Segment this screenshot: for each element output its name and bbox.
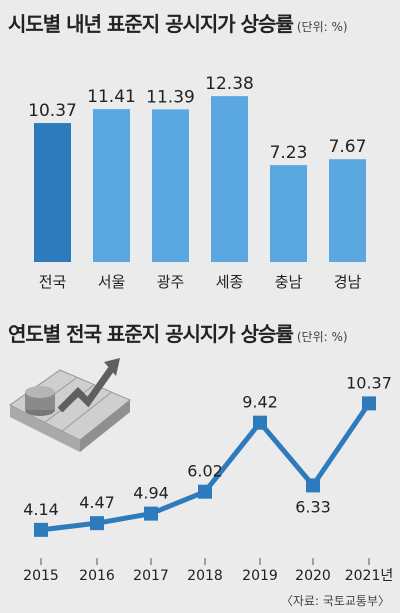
chart2-unit: (단위: %)	[296, 330, 348, 344]
point-marker	[144, 506, 158, 521]
chart1-unit: (단위: %)	[296, 20, 348, 34]
point-value-label: 4.47	[79, 493, 115, 512]
bar-충남	[270, 165, 307, 262]
bar-category-label: 세종	[216, 273, 244, 291]
chart2-title: 연도별 전국 표준지 공시지가 상승률	[8, 322, 294, 346]
growth-illustration-icon	[9, 358, 131, 452]
bar-category-label: 경남	[334, 273, 362, 291]
bar-value-label: 11.41	[87, 87, 136, 107]
bar-category-label: 충남	[275, 273, 303, 291]
point-marker	[362, 396, 376, 411]
point-value-label: 4.94	[133, 484, 169, 503]
year-label: 2021년	[345, 568, 394, 584]
bar-category-label: 서울	[98, 273, 126, 291]
source-note: 〈자료: 국토교통부〉	[280, 594, 390, 608]
bar-value-label: 7.23	[270, 143, 308, 163]
bar-전국	[34, 123, 71, 263]
chart1-title: 시도별 내년 표준지 공시지가 상승률	[8, 12, 294, 36]
year-label: 2017	[133, 568, 169, 584]
point-marker	[306, 478, 320, 493]
point-value-label: 10.37	[346, 373, 392, 392]
year-label: 2020	[295, 568, 331, 584]
year-label: 2016	[79, 568, 115, 584]
point-value-label: 6.33	[295, 497, 331, 516]
bar-chart: 10.37 전국 11.41 서울 11.39 광주 12.38 세종 7.23 충남 7.67 경남	[28, 74, 367, 291]
bar-value-label: 7.67	[329, 137, 367, 157]
point-marker	[198, 484, 212, 499]
bar-category-label: 광주	[157, 273, 185, 291]
bar-category-label: 전국	[39, 273, 67, 291]
point-marker	[90, 516, 104, 531]
year-label: 2018	[187, 568, 223, 584]
point-value-label: 4.14	[23, 500, 59, 519]
point-value-label: 9.42	[242, 393, 278, 412]
point-marker	[253, 415, 267, 430]
year-label: 2015	[23, 568, 59, 584]
chart1-title-row: 시도별 내년 표준지 공시지가 상승률 (단위: %)	[8, 8, 348, 37]
chart2-title-row: 연도별 전국 표준지 공시지가 상승률 (단위: %)	[8, 318, 348, 347]
bar-서울	[93, 109, 130, 262]
bar-광주	[152, 109, 189, 263]
bar-경남	[329, 159, 366, 262]
year-label: 2019	[242, 568, 278, 584]
bar-value-label: 12.38	[205, 74, 254, 94]
line-chart: 4.14 2015 4.47 2016 4.94 2017 6.02 2018 9.42 2019…	[9, 358, 394, 584]
bar-value-label: 11.39	[146, 87, 195, 107]
bar-세종	[211, 96, 248, 262]
point-marker	[34, 522, 48, 537]
point-value-label: 6.02	[187, 462, 223, 481]
bar-value-label: 10.37	[28, 101, 77, 121]
